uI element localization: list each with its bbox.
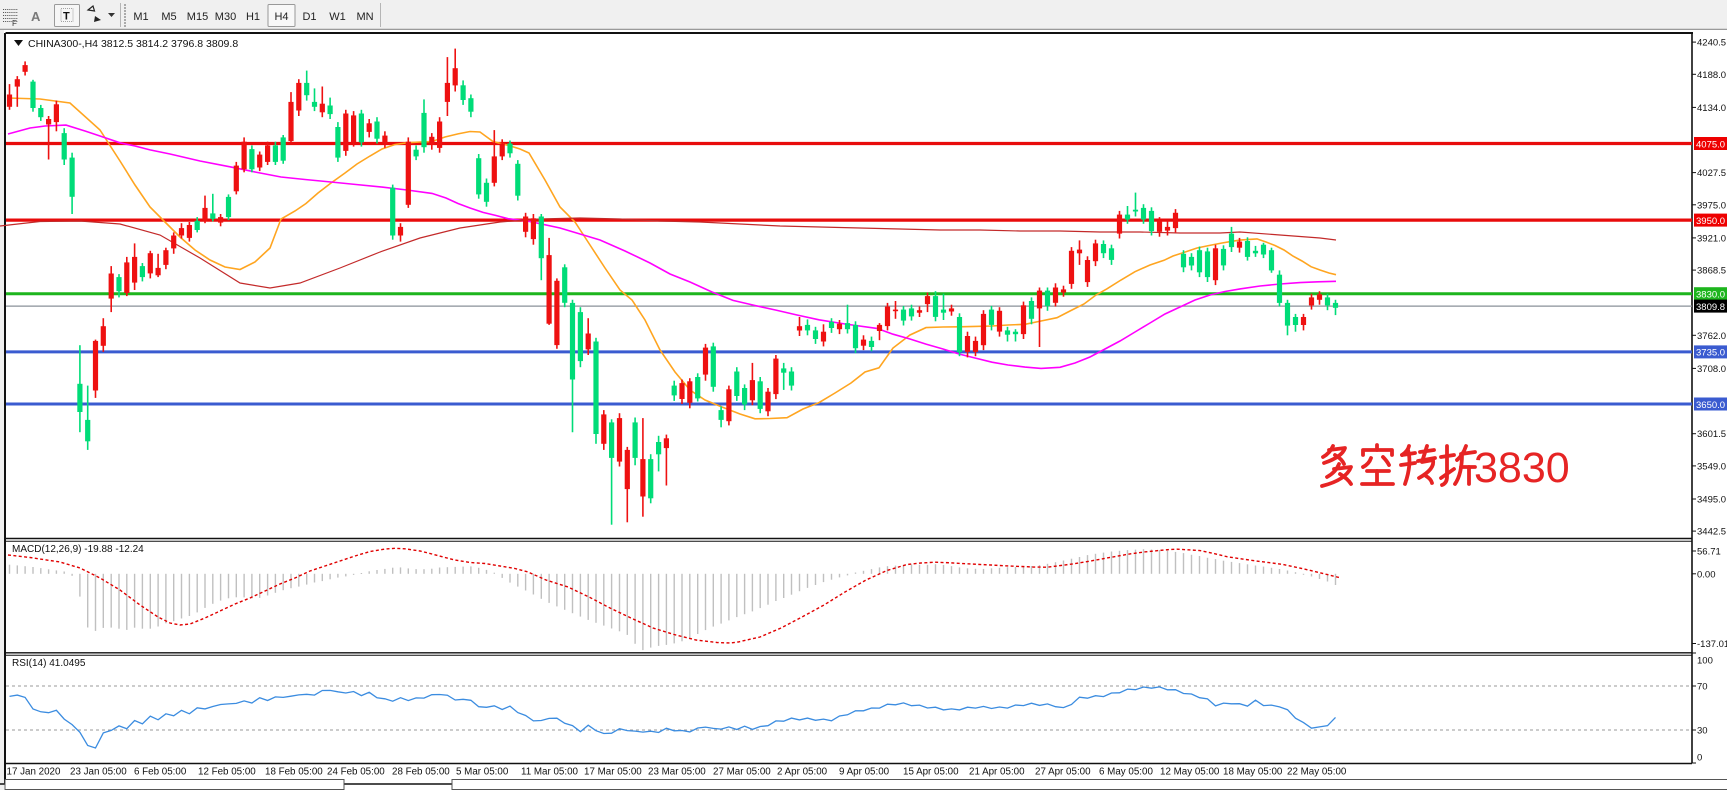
svg-text:3442.5: 3442.5 [1697, 527, 1726, 538]
svg-text:4240.5: 4240.5 [1697, 38, 1726, 49]
svg-text:3708.0: 3708.0 [1697, 364, 1726, 375]
svg-text:MN: MN [356, 11, 373, 23]
svg-text:17 Mar 05:00: 17 Mar 05:00 [584, 767, 642, 778]
svg-text:12 Feb 05:00: 12 Feb 05:00 [198, 767, 256, 778]
svg-text:3650.0: 3650.0 [1696, 400, 1725, 411]
svg-text:4188.0: 4188.0 [1697, 70, 1726, 81]
svg-text:RSI(14) 41.0495: RSI(14) 41.0495 [12, 658, 86, 669]
svg-text:4027.5: 4027.5 [1697, 168, 1726, 179]
svg-text:3601.5: 3601.5 [1697, 429, 1726, 440]
svg-text:4075.0: 4075.0 [1696, 139, 1725, 150]
svg-text:6 May 05:00: 6 May 05:00 [1099, 767, 1153, 778]
svg-text:MACD(12,26,9) -19.88 -12.24: MACD(12,26,9) -19.88 -12.24 [12, 544, 144, 555]
svg-text:27 Apr 05:00: 27 Apr 05:00 [1035, 767, 1091, 778]
svg-text:3735.0: 3735.0 [1696, 348, 1725, 359]
svg-text:F: F [12, 19, 17, 28]
svg-text:5 Mar 05:00: 5 Mar 05:00 [456, 767, 509, 778]
svg-text:3809.8: 3809.8 [1696, 302, 1725, 313]
svg-text:2 Apr 05:00: 2 Apr 05:00 [777, 767, 828, 778]
svg-text:3975.0: 3975.0 [1697, 200, 1726, 211]
svg-text:H1: H1 [246, 11, 260, 23]
svg-text:3549.0: 3549.0 [1697, 461, 1726, 472]
svg-text:T: T [63, 11, 70, 23]
svg-text:D1: D1 [302, 11, 316, 23]
svg-text:12 May 05:00: 12 May 05:00 [1160, 767, 1220, 778]
svg-text:4134.0: 4134.0 [1697, 103, 1726, 114]
svg-text:3495.0: 3495.0 [1697, 495, 1726, 506]
svg-text:CHINA300-,H4 3812.5 3814.2 37: CHINA300-,H4 3812.5 3814.2 3796.8 3809.8 [28, 38, 238, 50]
svg-text:6 Feb 05:00: 6 Feb 05:00 [134, 767, 187, 778]
svg-text:23 Jan 05:00: 23 Jan 05:00 [70, 767, 127, 778]
svg-text:100: 100 [1697, 656, 1713, 667]
svg-text:M15: M15 [187, 11, 208, 23]
svg-text:56.71: 56.71 [1697, 547, 1721, 558]
svg-text:21 Apr 05:00: 21 Apr 05:00 [969, 767, 1025, 778]
svg-text:3762.0: 3762.0 [1697, 331, 1726, 342]
svg-text:A: A [31, 9, 41, 24]
svg-text:27 Mar 05:00: 27 Mar 05:00 [713, 767, 771, 778]
svg-text:W1: W1 [329, 11, 346, 23]
svg-text:-137.01: -137.01 [1697, 639, 1727, 650]
svg-text:30: 30 [1697, 726, 1708, 737]
svg-text:3830.0: 3830.0 [1696, 290, 1725, 301]
svg-text:23 Mar 05:00: 23 Mar 05:00 [648, 767, 706, 778]
svg-text:15 Apr 05:00: 15 Apr 05:00 [903, 767, 959, 778]
svg-text:0.00: 0.00 [1697, 569, 1716, 580]
svg-text:M5: M5 [161, 11, 176, 23]
svg-text:18 Feb 05:00: 18 Feb 05:00 [265, 767, 323, 778]
svg-text:28 Feb 05:00: 28 Feb 05:00 [392, 767, 450, 778]
svg-text:3868.5: 3868.5 [1697, 266, 1726, 277]
svg-text:22 May 05:00: 22 May 05:00 [1287, 767, 1347, 778]
svg-text:17 Jan 2020: 17 Jan 2020 [7, 767, 61, 778]
svg-text:3830: 3830 [1474, 444, 1570, 492]
svg-text:24 Feb 05:00: 24 Feb 05:00 [327, 767, 385, 778]
svg-text:H4: H4 [274, 11, 288, 23]
svg-text:0: 0 [1697, 753, 1702, 764]
svg-text:M30: M30 [215, 11, 236, 23]
svg-text:18 May 05:00: 18 May 05:00 [1223, 767, 1283, 778]
svg-text:9 Apr 05:00: 9 Apr 05:00 [839, 767, 890, 778]
svg-text:3921.0: 3921.0 [1697, 233, 1726, 244]
svg-text:11 Mar 05:00: 11 Mar 05:00 [521, 767, 579, 778]
svg-text:70: 70 [1697, 682, 1708, 693]
svg-text:M1: M1 [133, 11, 148, 23]
svg-text:3950.0: 3950.0 [1696, 216, 1725, 227]
